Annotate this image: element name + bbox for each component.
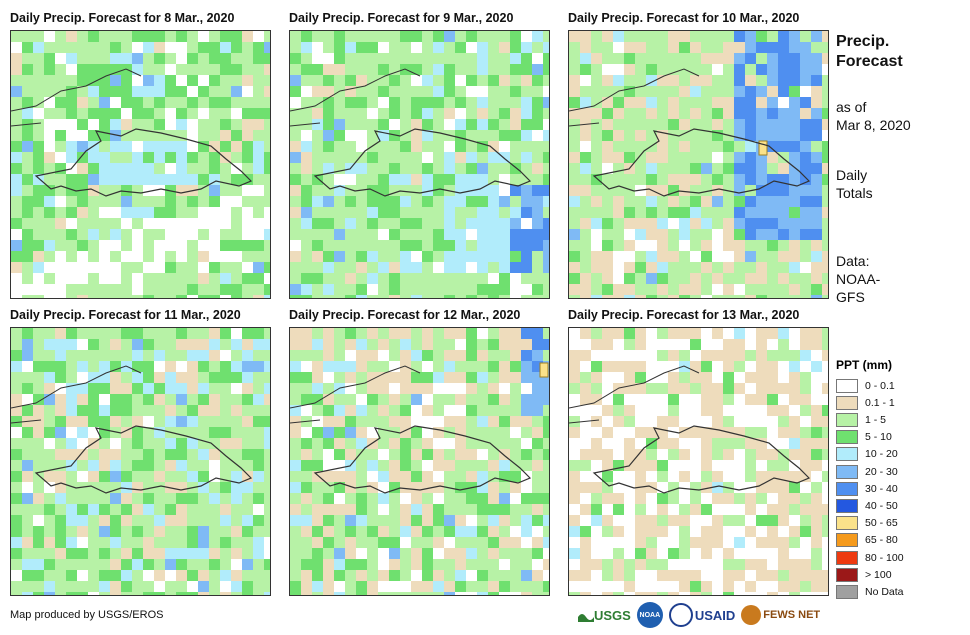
- legend-item: 20 - 30: [836, 463, 898, 480]
- panel-title-12-mar: Daily Precip. Forecast for 12 Mar., 2020: [289, 308, 521, 322]
- data-line2: NOAA-: [836, 271, 881, 287]
- legend-title: PPT (mm): [836, 358, 893, 372]
- daily-totals: Daily Totals: [836, 166, 873, 202]
- panel-title-9-mar: Daily Precip. Forecast for 9 Mar., 2020: [289, 11, 514, 25]
- panel-title-13-mar: Daily Precip. Forecast for 13 Mar., 2020: [568, 308, 800, 322]
- legend-item: 50 - 65: [836, 515, 898, 532]
- map-credit: Map produced by USGS/EROS: [10, 609, 164, 621]
- legend-swatch: [836, 464, 858, 479]
- usgs-logo: USGS: [578, 608, 631, 623]
- daily-line1: Daily: [836, 167, 868, 183]
- legend-item: No Data: [836, 583, 904, 600]
- usaid-logo-text: USAID: [694, 607, 736, 623]
- legend-swatch: [836, 378, 858, 393]
- legend-label: 10 - 20: [865, 448, 898, 461]
- legend-item: 10 - 20: [836, 446, 898, 463]
- noaa-logo-text: NOAA: [639, 611, 661, 619]
- legend-label: > 100: [865, 568, 892, 581]
- legend-swatch: [836, 447, 858, 462]
- legend-label: No Data: [865, 585, 904, 598]
- island-outline: [592, 128, 811, 197]
- data-line3: GFS: [836, 289, 865, 305]
- legend-item: 80 - 100: [836, 549, 904, 566]
- noaa-logo: NOAA: [636, 602, 663, 628]
- legend-label: 50 - 65: [865, 517, 898, 530]
- legend-item: 0.1 - 1: [836, 394, 895, 411]
- legend-label: 5 - 10: [865, 431, 892, 444]
- fewsnet-logo: FEWS NET: [741, 605, 820, 625]
- legend-swatch: [836, 412, 858, 427]
- side-title: Precip. Forecast: [836, 32, 903, 72]
- legend-swatch: [836, 567, 858, 582]
- precip-map-8-mar: [11, 31, 270, 298]
- panel-title-11-mar: Daily Precip. Forecast for 11 Mar., 2020: [10, 308, 241, 322]
- legend-item: 30 - 40: [836, 480, 898, 497]
- precip-map-11-mar: [11, 328, 270, 595]
- side-title-line1: Precip.: [836, 33, 890, 50]
- map-panel-12-mar: [289, 327, 550, 596]
- map-panel-8-mar: [10, 30, 271, 299]
- legend-label: 80 - 100: [865, 551, 904, 564]
- legend-label: 0.1 - 1: [865, 396, 895, 409]
- usgs-wave-icon: [578, 614, 594, 622]
- usaid-seal-icon: [668, 603, 693, 627]
- map-panel-10-mar: [568, 30, 829, 299]
- island-outline: [313, 425, 532, 494]
- legend-item: 65 - 80: [836, 532, 898, 549]
- legend-label: 30 - 40: [865, 482, 898, 495]
- precip-map-9-mar: [290, 31, 549, 298]
- legend-item: > 100: [836, 566, 892, 583]
- daily-line2: Totals: [836, 185, 873, 201]
- fewsnet-logo-text: FEWS NET: [763, 609, 821, 621]
- legend-item: 5 - 10: [836, 429, 892, 446]
- legend-item: 1 - 5: [836, 411, 886, 428]
- as-of-line1: as of: [836, 99, 867, 115]
- as-of-line2: Mar 8, 2020: [836, 117, 911, 133]
- legend-swatch: [836, 533, 858, 548]
- side-title-line2: Forecast: [836, 53, 903, 70]
- precip-map-10-mar: [569, 31, 828, 298]
- map-panel-13-mar: [568, 327, 829, 596]
- fewsnet-globe-icon: [741, 605, 762, 625]
- data-source: Data: NOAA- GFS: [836, 252, 880, 306]
- island-outline: [313, 128, 532, 197]
- island-outline: [592, 425, 811, 494]
- data-line1: Data:: [836, 253, 870, 269]
- legend-swatch: [836, 516, 858, 531]
- legend-label: 1 - 5: [865, 413, 887, 426]
- panel-title-8-mar: Daily Precip. Forecast for 8 Mar., 2020: [10, 11, 235, 25]
- legend-swatch: [836, 584, 858, 599]
- legend-swatch: [836, 395, 858, 410]
- legend-label: 65 - 80: [865, 534, 898, 547]
- legend-swatch: [836, 550, 858, 565]
- precip-map-13-mar: [569, 328, 828, 595]
- legend-swatch: [836, 498, 858, 513]
- island-outline: [34, 128, 253, 197]
- legend-label: 0 - 0.1: [865, 379, 895, 392]
- island-outline: [34, 425, 253, 494]
- map-panel-9-mar: [289, 30, 550, 299]
- legend-item: 0 - 0.1: [836, 377, 895, 394]
- map-panel-11-mar: [10, 327, 271, 596]
- logo-strip: USGS NOAA USAID FEWS NET: [578, 600, 820, 630]
- precip-map-12-mar: [290, 328, 549, 595]
- panel-title-10-mar: Daily Precip. Forecast for 10 Mar., 2020: [568, 11, 800, 25]
- legend-label: 20 - 30: [865, 465, 898, 478]
- usaid-logo: USAID: [668, 603, 736, 627]
- as-of-date: as of Mar 8, 2020: [836, 98, 911, 134]
- legend-swatch: [836, 481, 858, 496]
- legend-label: 40 - 50: [865, 499, 898, 512]
- usgs-logo-text: USGS: [594, 607, 631, 623]
- legend-swatch: [836, 430, 858, 445]
- legend-item: 40 - 50: [836, 497, 898, 514]
